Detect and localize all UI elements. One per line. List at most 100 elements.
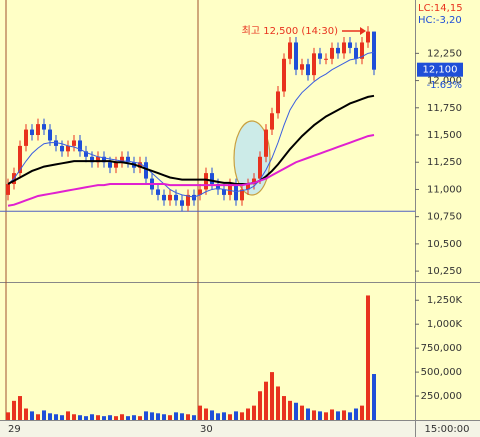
candle-body [114, 162, 118, 168]
candle-body [336, 47, 340, 54]
candle-body [192, 194, 196, 201]
volume-bar [216, 413, 220, 420]
volume-bar [360, 405, 364, 420]
moving-average [7, 134, 375, 207]
volume-bar [114, 416, 118, 420]
volume-bar [192, 415, 196, 420]
volume-bar [336, 411, 340, 420]
candle-body [300, 64, 304, 70]
candle-body [90, 156, 94, 163]
volume-bar [348, 412, 352, 420]
candle-body [324, 58, 328, 60]
candle-body [66, 145, 70, 152]
x-axis-strip [0, 420, 480, 437]
volume-bar [330, 409, 334, 420]
volume-bar [246, 408, 250, 420]
volume-bar [318, 411, 322, 420]
candle-body [48, 129, 52, 141]
volume-bar [138, 416, 142, 420]
y-tick-label: 10,500 [427, 239, 462, 250]
volume-bar [282, 396, 286, 420]
candle-body [210, 173, 214, 185]
candle-body [144, 162, 148, 179]
volume-bar [60, 415, 64, 420]
candle-body [252, 178, 256, 185]
volume-bar [30, 411, 34, 420]
candle-body [372, 31, 376, 70]
candle-body [30, 129, 34, 136]
volume-bar [96, 415, 100, 420]
candle-body [84, 151, 88, 157]
candle-body [330, 47, 334, 59]
candle-body [156, 189, 160, 195]
candle-body [24, 129, 28, 146]
candle-body [294, 42, 298, 70]
candle-body [162, 194, 166, 201]
volume-bar [312, 410, 316, 420]
candle-body [288, 42, 292, 59]
volume-bar [300, 405, 304, 420]
candle-body [126, 156, 130, 163]
y-tick-label: 12,250 [427, 48, 462, 59]
volume-bar [174, 412, 178, 420]
candle-body [36, 124, 40, 136]
volume-bar [156, 413, 160, 420]
y-tick-label: 11,500 [427, 130, 462, 141]
candle-body [354, 47, 358, 59]
candle-body [318, 53, 322, 59]
candle-body [102, 156, 106, 163]
moving-average [7, 51, 375, 198]
volume-bar [132, 415, 136, 420]
candle-body [18, 145, 22, 174]
volume-bar [120, 414, 124, 420]
volume-bar [42, 410, 46, 420]
x-end-label: 15:00:00 [425, 424, 470, 435]
y-tick-label: 10,750 [427, 212, 462, 223]
y-tick-label: 1,250K [427, 295, 463, 306]
y-tick-label: 750,000 [421, 343, 462, 354]
volume-bar [6, 412, 10, 420]
volume-bar [36, 414, 40, 420]
volume-bar [234, 411, 238, 420]
volume-bar [186, 414, 190, 420]
volume-bar [306, 408, 310, 420]
volume-bar [354, 408, 358, 420]
candle-body [216, 184, 220, 190]
volume-bar [240, 412, 244, 420]
volume-bar [366, 295, 370, 420]
volume-bar [126, 416, 130, 420]
volume-bar [168, 415, 172, 420]
volume-bar [18, 396, 22, 420]
candle-body [228, 184, 232, 195]
candle-body [120, 156, 124, 163]
volume-bar [372, 374, 376, 420]
x-tick-label: 30 [200, 424, 213, 435]
volume-bar [48, 413, 52, 420]
volume-bar [162, 414, 166, 420]
candle-body [360, 42, 364, 59]
candle-body [6, 184, 10, 195]
candle-body [168, 194, 172, 201]
candle-body [348, 42, 352, 48]
volume-bar [228, 414, 232, 420]
volume-bar [78, 415, 82, 420]
y-tick-label: 11,750 [427, 103, 462, 114]
volume-bar [72, 414, 76, 420]
volume-bar [324, 412, 328, 420]
candle-body [312, 53, 316, 76]
volume-bar [108, 415, 112, 420]
candle-body [42, 124, 46, 130]
plot: 12,250 12,000 11,750 11,500 11,250 11,000 10,7… [0, 0, 462, 435]
hc-label: HC:-3,20 [418, 15, 462, 26]
volume-bar [252, 405, 256, 420]
volume-bar [102, 416, 106, 420]
volume-bar [12, 400, 16, 420]
y-tick-label: 12,000 [427, 76, 462, 87]
volume-bar [84, 416, 88, 420]
candle-body [198, 189, 202, 195]
candle-body [342, 42, 346, 54]
volume-bar [222, 412, 226, 420]
candle-body [276, 91, 280, 114]
